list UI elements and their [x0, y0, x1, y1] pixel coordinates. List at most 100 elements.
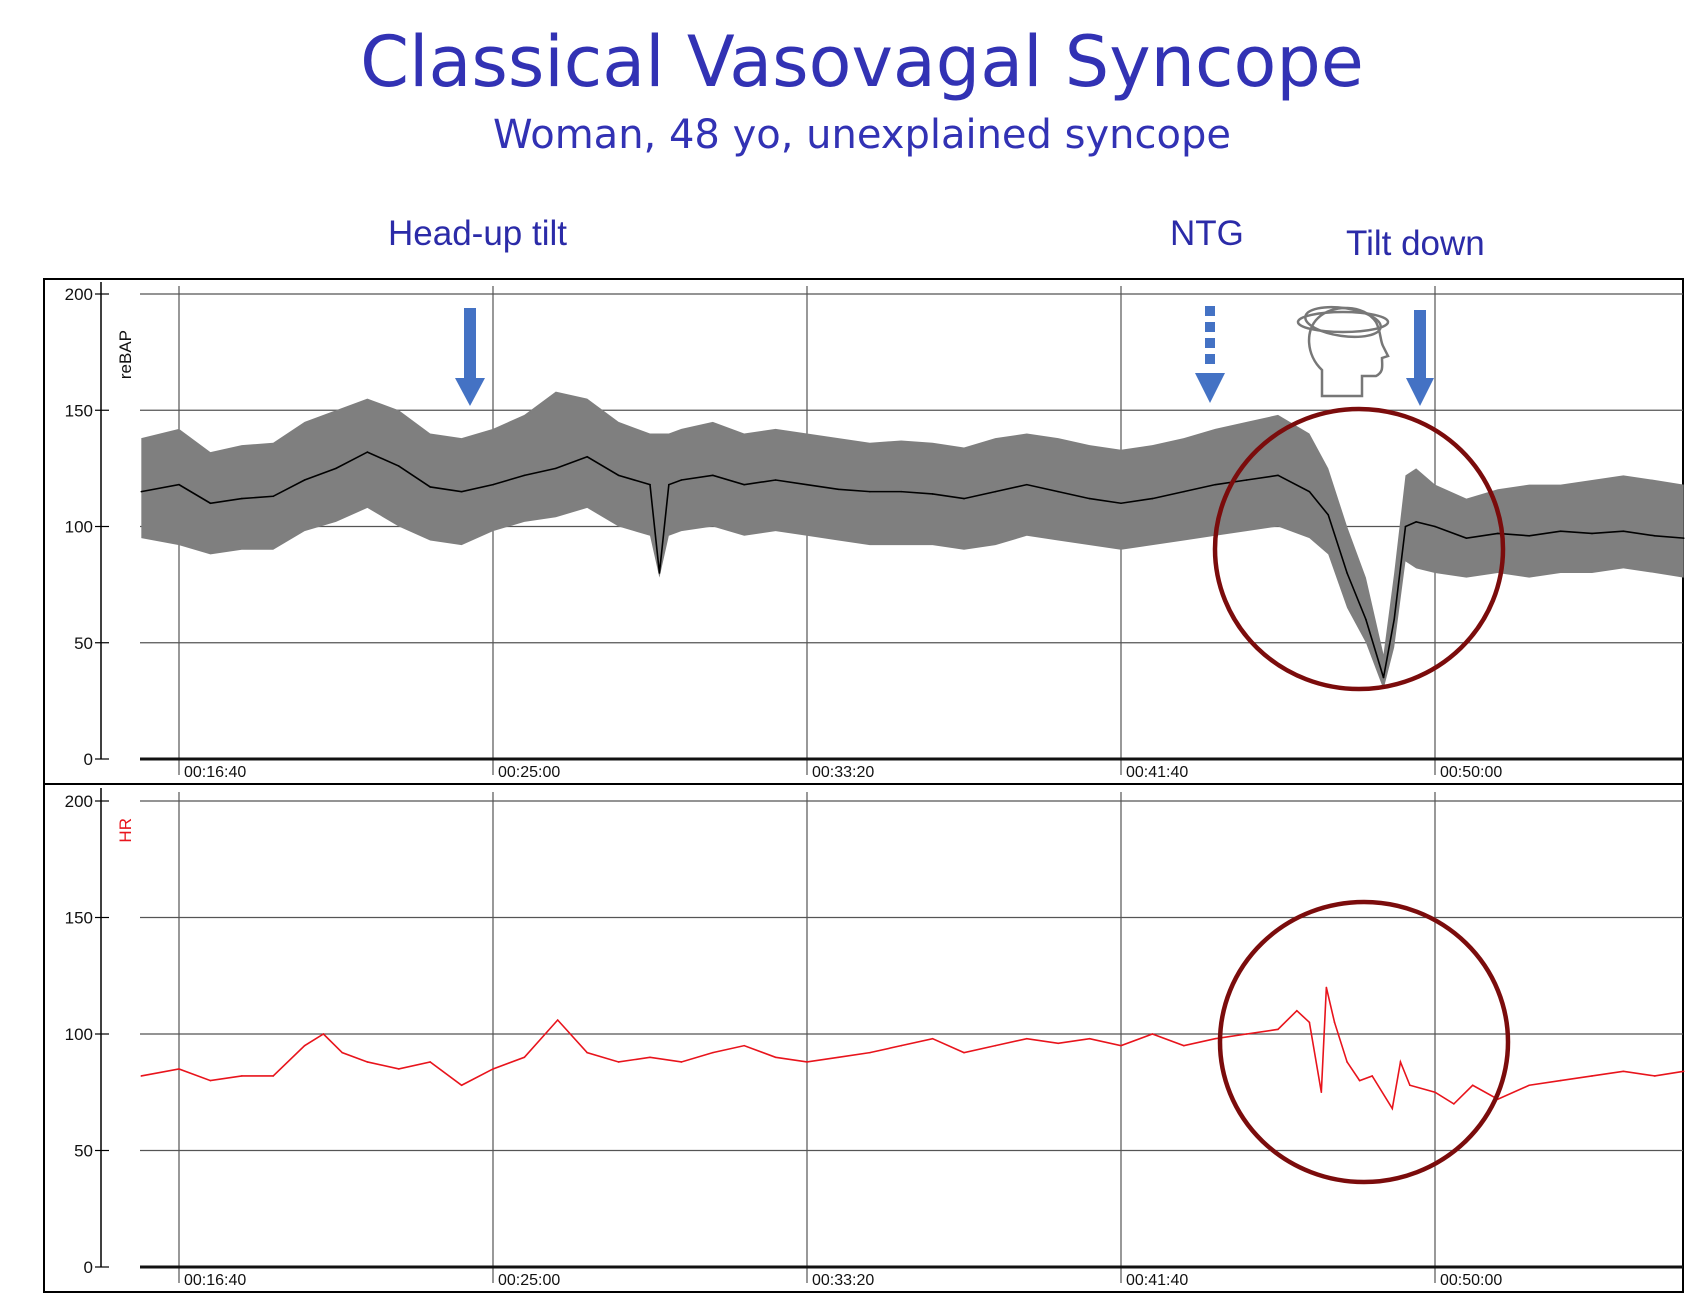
bp-point [335, 467, 337, 470]
hr-point [1434, 1091, 1436, 1094]
hr-point [586, 1051, 588, 1054]
hr-point [1471, 1084, 1474, 1087]
bp-point [1277, 474, 1279, 477]
hr-point [1622, 1070, 1625, 1073]
bp-point [1183, 490, 1185, 493]
x-tick-label: 00:50:00 [1440, 1272, 1502, 1289]
bp-point [429, 486, 432, 488]
bp-point [398, 465, 400, 467]
hr-point [1333, 1021, 1336, 1024]
x-tick-label: 00:25:00 [498, 1272, 560, 1289]
bp-point [1120, 502, 1122, 505]
bp-point [1404, 525, 1407, 528]
bp-point [806, 483, 808, 486]
hr-point [429, 1061, 432, 1063]
hr-point [1528, 1084, 1530, 1087]
hr-point [1088, 1037, 1091, 1040]
bp-point [1591, 532, 1593, 535]
head-up-tilt-arrow-icon [455, 308, 485, 406]
annotation-head-up-tilt: Head-up tilt [388, 214, 567, 253]
bp-point [523, 474, 526, 477]
bp-point [303, 479, 306, 481]
bp-point [1497, 532, 1499, 535]
annotation-ntg: NTG [1170, 214, 1244, 253]
bp-point [994, 490, 997, 493]
hr-point [1559, 1079, 1562, 1082]
hr-line [141, 987, 1684, 1111]
hr-point [366, 1061, 369, 1063]
y-tick-label: 0 [84, 1258, 93, 1277]
rebap-panel: 0 50 100 150 200 00:16:40 00:25:00 00:33:20 00:4… [65, 282, 1685, 781]
hr-point [1453, 1103, 1455, 1105]
bp-point [1346, 572, 1348, 574]
bp-point [712, 474, 714, 477]
chart-subtitle: Woman, 48 yo, unexplained syncope [493, 112, 1231, 158]
bp-point [743, 483, 745, 486]
hr-point [556, 1019, 559, 1021]
panel-frame [43, 278, 1684, 1293]
bp-point [209, 502, 212, 505]
bp-point [1365, 618, 1367, 621]
y-tick-label: 150 [65, 909, 93, 928]
dizzy-head-icon [1296, 305, 1390, 398]
syncope-bp-circle [1212, 406, 1506, 692]
bp-point [1622, 530, 1625, 532]
hr-point [1245, 1033, 1248, 1035]
hr-point [1277, 1028, 1279, 1031]
bp-point [492, 483, 494, 486]
hr-point [1325, 986, 1328, 989]
x-tick-label: 00:33:20 [812, 764, 874, 781]
bp-point [1465, 537, 1468, 539]
bp-range-band [141, 391, 1684, 690]
y-tick-label: 100 [65, 1025, 93, 1044]
x-tick-label: 00:33:20 [812, 1272, 874, 1289]
hr-point [1371, 1075, 1373, 1077]
hr-point [1591, 1075, 1593, 1077]
hr-point [680, 1061, 683, 1063]
x-tick-label: 00:25:00 [498, 764, 560, 781]
hr-point [1320, 1091, 1323, 1094]
bp-point [774, 479, 777, 481]
hr-point [649, 1056, 651, 1059]
bp-point [272, 495, 275, 498]
hr-axis-label: HR [116, 818, 135, 843]
bp-point [1151, 497, 1154, 500]
hr-point [837, 1056, 840, 1059]
bp-point [680, 479, 683, 481]
annotation-tilt-down: Tilt down [1346, 224, 1485, 263]
y-tick-label: 200 [65, 285, 93, 304]
bp-point [1382, 676, 1385, 679]
y-tick-label: 0 [84, 750, 93, 769]
hr-point [1026, 1037, 1028, 1040]
x-tick-label: 00:41:40 [1126, 764, 1188, 781]
bp-point [1654, 535, 1656, 537]
hr-point [617, 1061, 620, 1063]
hr-point [1399, 1061, 1402, 1063]
hr-point [523, 1056, 526, 1059]
hr-point [1183, 1044, 1185, 1047]
bp-point [1088, 497, 1091, 500]
bp-point [658, 572, 661, 574]
hr-point [1214, 1037, 1216, 1040]
bp-point [900, 490, 902, 493]
hr-point [178, 1068, 180, 1070]
hr-point [1308, 1021, 1311, 1024]
hr-point [341, 1051, 344, 1054]
bp-point [460, 490, 463, 493]
bp-point [178, 483, 180, 486]
bp-point [963, 497, 965, 500]
bp-point [1026, 483, 1028, 486]
x-tick-label: 00:16:40 [184, 764, 246, 781]
bp-point [1245, 479, 1248, 481]
hr-point [460, 1084, 463, 1087]
bp-point [1393, 618, 1395, 621]
hr-point [900, 1044, 902, 1047]
hr-point [1358, 1079, 1361, 1082]
bp-point [140, 490, 143, 493]
hr-point [931, 1037, 934, 1040]
bp-point [837, 488, 840, 491]
bp-point [366, 451, 369, 453]
hr-point [303, 1044, 306, 1047]
hr-point [869, 1051, 871, 1054]
y-tick-label: 100 [65, 518, 93, 537]
